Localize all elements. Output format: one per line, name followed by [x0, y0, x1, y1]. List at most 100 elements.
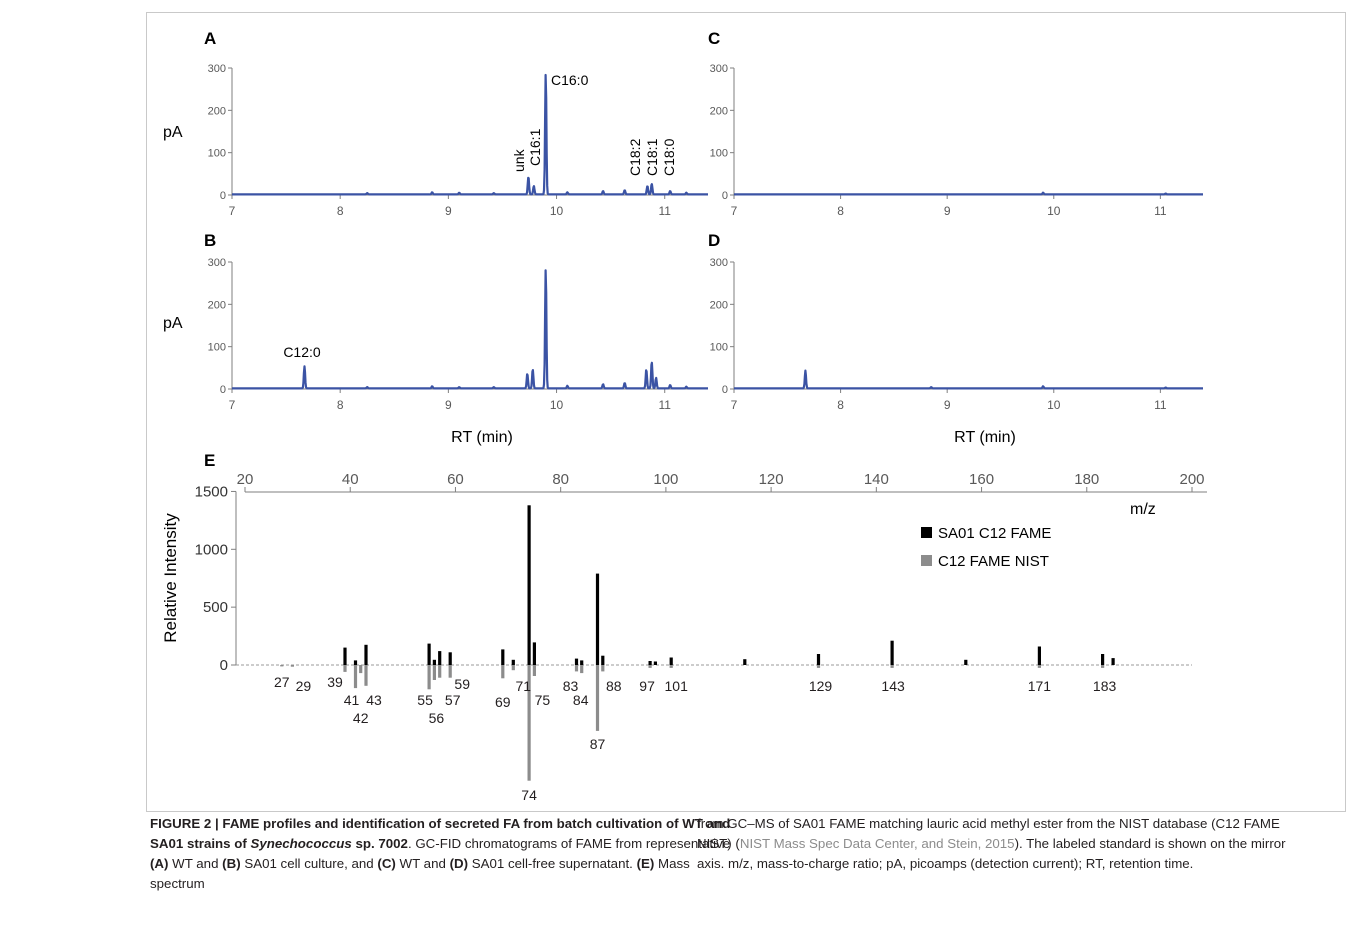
peak-label-c18-1: C18:1	[644, 138, 660, 176]
peak-mz-label: 43	[366, 692, 382, 708]
sample-peak-bar	[743, 659, 747, 665]
y-tick-label-b: 0	[220, 384, 226, 396]
nist-peak-bar	[574, 665, 579, 672]
peak-mz-label: 74	[521, 787, 537, 803]
x-tick-label-c: 7	[731, 204, 738, 218]
y-tick-label-d: 200	[710, 299, 728, 311]
mz-tick-label: 100	[653, 471, 678, 488]
sample-peak-bar	[438, 651, 442, 665]
citation-link[interactable]: NIST Mass Spec Data Center, and Stein, 2…	[739, 836, 1015, 851]
caption-title-a: FIGURE 2 | FAME profiles and identificat…	[150, 816, 731, 851]
nist-peak-bar	[648, 665, 652, 668]
sample-peak-bar	[890, 640, 894, 665]
caption-title-italic: Synechococcus	[250, 836, 352, 851]
chromatogram-trace-d	[733, 369, 1204, 390]
legend-swatch-sample	[921, 527, 932, 538]
nist-peak-bar	[511, 665, 515, 671]
sample-peak-bar	[1101, 654, 1105, 665]
chromatogram-trace-b	[231, 269, 709, 390]
ylabel-pa-b: pA	[163, 315, 183, 332]
mz-tick-label: 160	[969, 471, 994, 488]
x-tick-label-b: 11	[658, 398, 671, 412]
nist-peak-bar	[359, 665, 363, 674]
nist-peak-bar	[427, 665, 431, 690]
caption-title-b: sp. 7002	[351, 836, 408, 851]
x-tick-label-d: 11	[1154, 398, 1167, 412]
caption-text-2: WT and	[168, 856, 223, 871]
caption-right-text-2: ). The labeled standard is shown on the …	[697, 836, 1286, 871]
y-tick-label-d: 0	[722, 384, 728, 396]
peak-label-c12-0: C12:0	[283, 344, 321, 360]
y-tick-label-a: 200	[208, 105, 226, 117]
y-tick-label-d: 300	[710, 257, 728, 269]
caption-right: from GC–MS of SA01 FAME matching lauric …	[697, 814, 1287, 874]
y-tick-label-a: 100	[208, 148, 226, 160]
sample-peak-bar	[343, 647, 347, 665]
x-tick-label-d: 10	[1047, 398, 1061, 412]
x-tick-label-c: 10	[1047, 204, 1061, 218]
caption-right-text-1: from GC–MS of SA01 FAME matching lauric …	[697, 816, 1280, 851]
legend-swatch-nist	[921, 555, 932, 566]
sample-peak-bar	[648, 661, 652, 665]
mz-tick-label: 140	[864, 471, 889, 488]
x-tick-label-a: 8	[337, 204, 344, 218]
x-tick-label-a: 10	[550, 204, 564, 218]
sample-peak-bar	[432, 659, 436, 665]
caption-text-3: SA01 cell culture, and	[240, 856, 378, 871]
ylabel-relative-intensity: Relative Intensity	[161, 513, 180, 643]
intensity-tick-label: 500	[203, 599, 228, 616]
ylabel-pa-a: pA	[163, 124, 183, 141]
sample-peak-bar	[816, 654, 821, 665]
nist-peak-bar	[532, 665, 536, 676]
intensity-tick-label: 1000	[195, 541, 228, 558]
sample-peak-bar	[653, 661, 657, 665]
panel-letter-d: D	[708, 231, 720, 250]
sample-peak-bar	[511, 659, 515, 665]
y-tick-label-a: 0	[220, 190, 226, 202]
nist-peak-bar	[527, 665, 531, 781]
legend-label-sample: SA01 C12 FAME	[938, 525, 1051, 542]
peak-mz-label: 75	[535, 692, 551, 708]
nist-peak-bar	[1037, 665, 1041, 668]
caption-left: FIGURE 2 | FAME profiles and identificat…	[150, 814, 740, 894]
intensity-tick-label: 0	[220, 657, 228, 674]
peak-mz-label: 183	[1093, 678, 1117, 694]
nist-peak-bar	[343, 665, 347, 672]
nist-peak-bar	[890, 665, 894, 668]
chromatogram-trace-c	[733, 191, 1204, 196]
peak-mz-label: 57	[445, 692, 461, 708]
nist-peak-bar	[1101, 665, 1105, 668]
sample-peak-bar	[427, 643, 431, 665]
nist-peak-bar	[601, 665, 605, 672]
y-tick-label-c: 100	[710, 148, 728, 160]
peak-mz-label: 171	[1028, 678, 1052, 694]
sample-peak-bar	[601, 655, 605, 665]
xlabel-rt-d: RT (min)	[954, 429, 1016, 446]
figure-frame	[146, 12, 1346, 812]
caption-ref-d: (D)	[449, 856, 469, 871]
figure-plots: A B C D E pA pA RT (min) RT (min) Relati…	[161, 29, 1207, 803]
panel-letter-e: E	[204, 451, 215, 470]
nist-peak-bar	[353, 665, 358, 689]
sample-peak-bar	[669, 657, 673, 665]
y-tick-label-c: 300	[710, 63, 728, 75]
x-tick-label-b: 10	[550, 398, 564, 412]
peak-mz-label: 69	[495, 694, 511, 710]
xlabel-rt-b: RT (min)	[451, 429, 513, 446]
y-tick-label-b: 200	[208, 299, 226, 311]
caption-text-5: SA01 cell-free supernatant.	[468, 856, 637, 871]
caption-ref-c: (C)	[377, 856, 396, 871]
x-tick-label-b: 8	[337, 398, 344, 412]
mz-tick-label: 200	[1179, 471, 1204, 488]
peak-mz-label: 84	[573, 692, 589, 708]
nist-peak-bar	[669, 665, 673, 668]
mz-tick-label: 20	[237, 471, 254, 488]
panel-letter-c: C	[708, 29, 720, 48]
peak-mz-label: 59	[454, 676, 470, 692]
peak-mz-label: 29	[296, 678, 312, 694]
peak-label-c16-0: C16:0	[551, 72, 589, 88]
x-tick-label-a: 9	[445, 204, 452, 218]
panel-letter-a: A	[204, 29, 216, 48]
